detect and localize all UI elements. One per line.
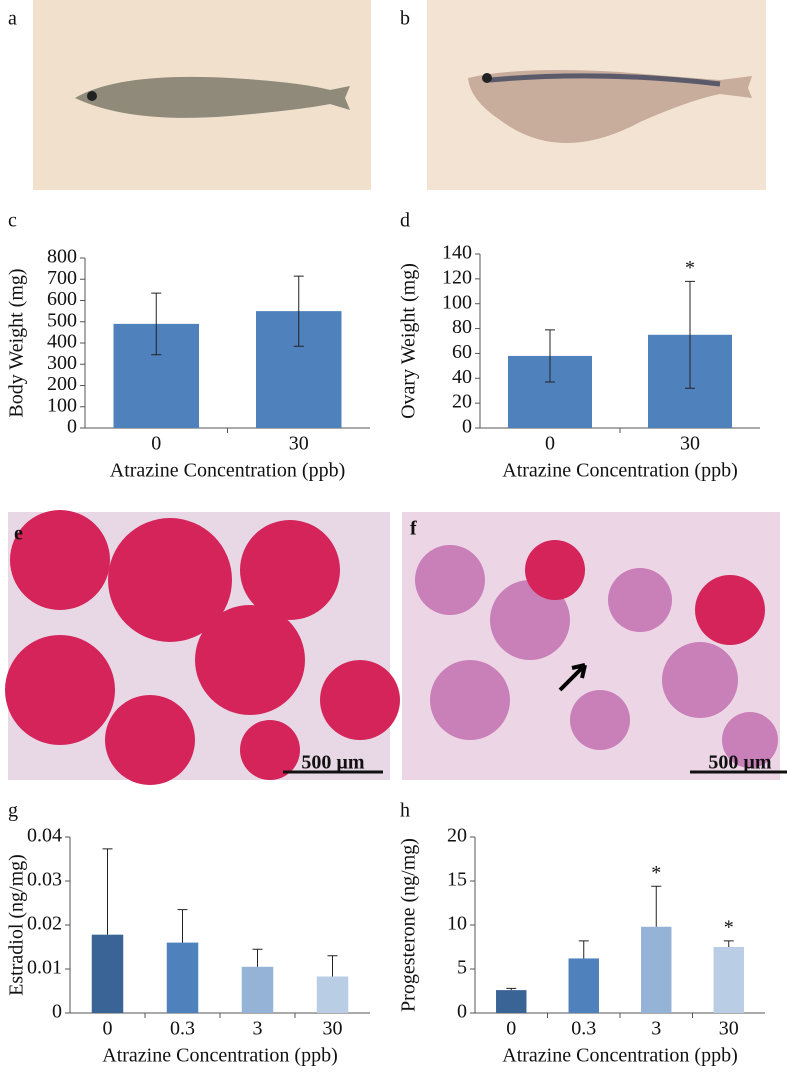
scale-bar-label: 500 µm	[708, 752, 772, 774]
y-tick-label: 5	[457, 957, 467, 979]
bar	[568, 958, 599, 1013]
fish-eye	[87, 91, 97, 101]
x-tick-label: 0	[103, 1018, 113, 1040]
y-tick-label: 20	[447, 825, 467, 847]
y-tick-label: 200	[47, 373, 77, 395]
error-bar	[177, 909, 188, 943]
x-tick-label: 30	[680, 433, 700, 455]
fish-eye	[482, 73, 492, 83]
y-tick-label: 0.03	[27, 869, 62, 891]
y-tick-label: 0	[67, 416, 77, 438]
panel-label: h	[400, 800, 410, 822]
y-axis-title: Progesterone (ng/mg)	[398, 838, 420, 1012]
x-tick-label: 30	[719, 1018, 739, 1040]
y-axis-title: Ovary Weight (mg)	[398, 263, 420, 419]
bar	[713, 947, 744, 1013]
bar	[496, 990, 527, 1013]
y-tick-label: 60	[452, 341, 472, 363]
y-tick-label: 800	[47, 246, 77, 268]
y-tick-label: 10	[447, 913, 467, 935]
x-tick-label: 0.3	[170, 1018, 195, 1040]
panel-label: a	[8, 8, 17, 30]
significance-marker: *	[724, 916, 734, 938]
y-axis-title: Estradiol (ng/mg)	[6, 854, 28, 996]
y-tick-label: 0.02	[27, 913, 62, 935]
error-bar	[327, 955, 338, 977]
y-tick-label: 700	[47, 267, 77, 289]
y-axis-title: Body Weight (mg)	[6, 268, 28, 417]
panel-label: c	[8, 210, 17, 232]
x-tick-label: 3	[651, 1018, 661, 1040]
y-tick-label: 120	[442, 266, 472, 288]
significance-marker: *	[685, 257, 695, 279]
y-tick-label: 0	[52, 1001, 62, 1023]
y-tick-label: 100	[47, 394, 77, 416]
oocyte	[525, 540, 585, 600]
error-bar	[685, 280, 695, 389]
bar	[316, 976, 349, 1013]
bar	[166, 942, 199, 1013]
bar	[641, 926, 672, 1013]
y-tick-label: 600	[47, 288, 77, 310]
panel-label: b	[400, 8, 410, 30]
error-bar	[151, 292, 162, 356]
y-tick-label: 0	[462, 416, 472, 438]
y-tick-label: 80	[452, 316, 472, 338]
x-tick-label: 0	[151, 433, 161, 455]
x-tick-label: 30	[289, 433, 309, 455]
scale-bar-label: 500 µm	[301, 752, 365, 774]
error-bar	[723, 940, 734, 947]
y-tick-label: 20	[452, 391, 472, 413]
panel-label: e	[14, 523, 23, 545]
panel-label: g	[8, 800, 18, 822]
y-tick-label: 140	[442, 242, 472, 264]
bar	[241, 966, 274, 1013]
error-bar	[651, 885, 662, 927]
panel-label: f	[410, 518, 417, 540]
y-tick-label: 40	[452, 366, 472, 388]
y-tick-label: 100	[442, 291, 472, 313]
fish-a	[75, 76, 350, 118]
arrow	[558, 663, 587, 692]
fish-stripe	[489, 73, 721, 87]
x-axis-title: Atrazine Concentration (ppb)	[502, 1045, 737, 1067]
x-axis-title: Atrazine Concentration (ppb)	[110, 460, 345, 482]
panel-label: d	[400, 210, 410, 232]
bar	[91, 934, 124, 1013]
fish-b	[468, 70, 752, 144]
x-tick-label: 0.3	[571, 1018, 596, 1040]
oocytes-e	[5, 510, 400, 785]
y-tick-label: 500	[47, 309, 77, 331]
error-bar	[102, 848, 113, 935]
y-tick-label: 0	[457, 1001, 467, 1023]
error-bar	[506, 987, 517, 991]
x-tick-label: 3	[253, 1018, 263, 1040]
y-tick-label: 0.01	[27, 957, 62, 979]
y-tick-label: 0.04	[27, 825, 62, 847]
y-tick-label: 15	[447, 869, 467, 891]
y-tick-label: 400	[47, 331, 77, 353]
error-bar	[252, 948, 263, 967]
x-axis-title: Atrazine Concentration (ppb)	[102, 1045, 337, 1067]
error-bar	[578, 940, 589, 959]
oocyte	[695, 575, 765, 645]
x-tick-label: 0	[545, 433, 555, 455]
significance-marker: *	[651, 862, 661, 884]
x-tick-label: 0	[506, 1018, 516, 1040]
error-bar	[293, 275, 304, 347]
error-bar	[545, 329, 555, 383]
y-tick-label: 300	[47, 352, 77, 374]
x-axis-title: Atrazine Concentration (ppb)	[502, 460, 737, 482]
oocytes-f	[415, 545, 778, 768]
x-tick-label: 30	[323, 1018, 343, 1040]
